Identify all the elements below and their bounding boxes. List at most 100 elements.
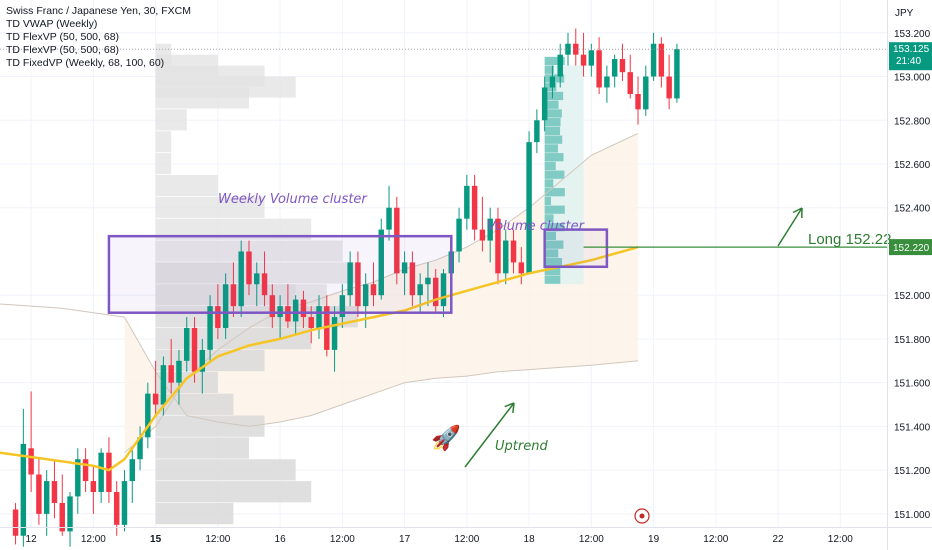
long-arrow-icon	[777, 207, 803, 247]
candle-body	[113, 492, 120, 525]
volume-profile-row	[544, 205, 565, 214]
candle-body	[650, 43, 657, 77]
candle-body	[292, 299, 299, 322]
time-tick-label: 18	[524, 534, 536, 545]
arrow-head	[512, 402, 515, 414]
price-tick-label: 151.200	[894, 466, 931, 477]
candle-body	[238, 251, 244, 307]
time-tick-label: 12:00	[703, 534, 728, 545]
candle-body	[145, 393, 151, 438]
candle-body	[184, 328, 190, 361]
candle-body	[378, 229, 384, 296]
current-price-label: 153.125	[893, 44, 930, 55]
candle-body	[355, 262, 361, 307]
candle-body	[308, 317, 314, 329]
candle-body	[588, 50, 595, 66]
volume-profile-row	[155, 87, 249, 109]
candle-body	[75, 459, 81, 497]
rocket-icon: 🚀	[431, 424, 461, 452]
arrow-shaft	[777, 207, 803, 247]
candle-body	[541, 87, 548, 121]
volume-cluster-box	[543, 228, 609, 269]
time-tick-label: 12	[26, 534, 38, 545]
volume-profile-row	[155, 218, 312, 240]
candle-body	[230, 284, 237, 307]
volume-profile-row	[544, 91, 564, 101]
volume-profile-row	[544, 65, 554, 74]
current-price-badge	[889, 42, 932, 71]
candle-body	[347, 262, 353, 296]
volume-profile-row	[544, 196, 552, 206]
legend-indicator-flexvp-2[interactable]: TD FlexVP (50, 500, 68)	[6, 44, 120, 56]
volume-profile-row	[544, 223, 565, 232]
volume-profile-row	[544, 275, 561, 284]
bar-countdown-label: 21:40	[896, 56, 921, 67]
candle-body	[90, 481, 97, 493]
time-tick-label: 15	[150, 534, 162, 545]
candle-body	[471, 185, 478, 230]
candle-body	[176, 360, 182, 383]
volume-profile-row	[544, 170, 565, 179]
candle-body	[254, 273, 260, 285]
candle-body	[28, 448, 34, 475]
volume-profile-row	[544, 109, 562, 118]
candle-body	[246, 251, 252, 285]
volume-profile-row	[544, 179, 554, 188]
vwap-line	[0, 245, 639, 472]
economic-event-icon	[634, 508, 650, 524]
candle-body	[464, 185, 470, 219]
candle-body	[98, 452, 104, 493]
volume-profile-row	[544, 56, 565, 66]
legend-indicator-fixedvp[interactable]: TD FixedVP (Weekly, 68, 100, 60)	[6, 57, 165, 69]
time-tick-label: 16	[275, 534, 287, 545]
candle-body	[51, 481, 58, 503]
candle-body	[36, 474, 42, 514]
time-tick-label: 12:00	[330, 534, 355, 545]
candle-body	[635, 94, 641, 110]
volume-profile-row	[155, 153, 172, 175]
candle-body	[674, 49, 680, 99]
volume-profile-row	[155, 481, 312, 503]
price-axis: 153.200 153.000 152.800 152.600 152.400 151.8…	[894, 29, 931, 521]
price-tick-label: 152.000	[894, 291, 931, 302]
candle-body	[362, 284, 369, 307]
candle-body	[394, 207, 400, 274]
volume-profile-row	[544, 249, 559, 258]
candle-body	[370, 284, 377, 296]
volume-profile-row	[155, 196, 265, 218]
uptrend-arrow-icon	[464, 402, 515, 468]
volume-profile-row	[544, 240, 564, 249]
candle-body	[456, 218, 462, 252]
time-tick-label: 12:00	[454, 534, 479, 545]
candle-body	[261, 273, 268, 296]
candle-body	[580, 54, 587, 66]
candle-body	[487, 218, 493, 241]
candle-body	[526, 142, 532, 274]
weekly-volume-cluster-box	[107, 234, 453, 314]
candle-body	[495, 218, 501, 274]
candle-body	[627, 72, 633, 95]
arrow-head	[792, 207, 803, 214]
candle-body	[658, 43, 665, 77]
volume-profile-row	[544, 258, 563, 267]
candle-body	[199, 349, 206, 372]
volume-cluster-profile	[544, 56, 565, 284]
candle-body	[409, 262, 416, 296]
volume-cluster-label: Volume cluster	[487, 219, 586, 234]
candle-body	[160, 365, 167, 405]
legend-indicator-flexvp-1[interactable]: TD FlexVP (50, 500, 68)	[6, 31, 120, 43]
candle-body	[20, 443, 27, 536]
candle-body	[168, 365, 174, 383]
candle-body	[534, 120, 540, 143]
candle-body	[573, 43, 579, 55]
legend-indicator-vwap[interactable]: TD VWAP (Weekly)	[6, 18, 98, 30]
candle-body	[619, 59, 626, 73]
legend-symbol[interactable]: Swiss Franc / Japanese Yen, 30, FXCM	[6, 5, 192, 17]
chart-legend: Swiss Franc / Japanese Yen, 30, FXCM TD …	[6, 5, 191, 70]
volume-profile-row	[155, 131, 172, 153]
time-tick-label: 17	[399, 534, 411, 545]
price-tick-label: 151.800	[894, 335, 931, 346]
long-label: Long 152.22	[808, 231, 891, 248]
volume-profile-row	[155, 174, 218, 197]
